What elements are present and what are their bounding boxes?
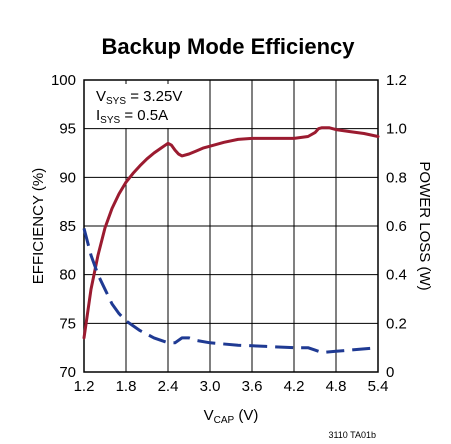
x-tick-label: 3.0 bbox=[200, 378, 221, 395]
y-left-tick-label: 100 bbox=[51, 72, 76, 89]
x-tick-label: 5.4 bbox=[368, 378, 389, 395]
y-left-tick-label: 80 bbox=[59, 267, 76, 284]
data-series bbox=[82, 126, 380, 354]
x-tick-label: 2.4 bbox=[158, 378, 179, 395]
y-left-tick-label: 70 bbox=[59, 364, 76, 381]
x-tick-label: 4.8 bbox=[326, 378, 347, 395]
y-right-tick-label: 0.8 bbox=[386, 169, 407, 186]
y-left-tick-labels: 70 75 80 85 90 95 100 bbox=[51, 72, 76, 381]
y-right-axis-label: POWER LOSS (W) bbox=[416, 161, 433, 290]
x-tick-label: 4.2 bbox=[284, 378, 305, 395]
y-left-tick-label: 90 bbox=[59, 169, 76, 186]
annotation-box: VSYS = 3.25V ISYS = 0.5A bbox=[92, 84, 202, 128]
y-right-tick-labels: 0 0.2 0.4 0.6 0.8 1.0 1.2 bbox=[386, 72, 407, 381]
x-axis-label: VCAP (V) bbox=[204, 407, 259, 426]
y-right-tick-label: 0 bbox=[386, 364, 394, 381]
x-tick-labels: 1.2 1.8 2.4 3.0 3.6 4.2 4.8 5.4 bbox=[74, 378, 389, 395]
plot-frame bbox=[83, 79, 379, 373]
y-right-tick-label: 0.2 bbox=[386, 315, 407, 332]
chart-title: Backup Mode Efficiency bbox=[101, 34, 355, 59]
y-left-tick-label: 95 bbox=[59, 121, 76, 138]
y-left-axis-label: EFFICIENCY (%) bbox=[30, 168, 47, 284]
x-tick-label: 3.6 bbox=[242, 378, 263, 395]
y-right-tick-label: 0.6 bbox=[386, 218, 407, 235]
y-right-tick-label: 1.0 bbox=[386, 121, 407, 138]
annotation-isys: ISYS = 0.5A bbox=[96, 107, 168, 126]
annotation-vsys: VSYS = 3.25V bbox=[96, 88, 182, 107]
x-tick-label: 1.2 bbox=[74, 378, 95, 395]
x-tick-label: 1.8 bbox=[116, 378, 137, 395]
efficiency-line bbox=[82, 126, 380, 340]
y-left-tick-label: 85 bbox=[59, 218, 76, 235]
figure-footnote: 3110 TA01b bbox=[328, 430, 376, 440]
y-right-tick-label: 1.2 bbox=[386, 72, 407, 89]
power-loss-line bbox=[82, 228, 379, 354]
y-left-tick-label: 75 bbox=[59, 315, 76, 332]
y-right-tick-label: 0.4 bbox=[386, 267, 407, 284]
